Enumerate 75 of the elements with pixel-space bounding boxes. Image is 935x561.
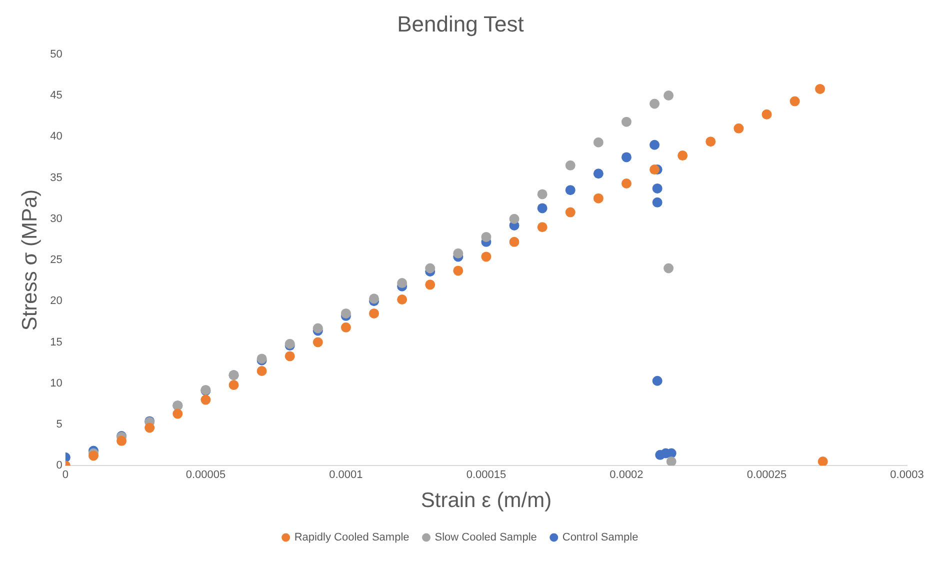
- point: [116, 436, 127, 446]
- point: [172, 408, 183, 419]
- point: [664, 90, 674, 101]
- point: [200, 394, 211, 405]
- point: [509, 236, 520, 247]
- point: [312, 337, 323, 348]
- y-axis-title: Stress σ (MPa): [18, 189, 42, 331]
- point: [453, 248, 464, 258]
- point: [312, 323, 323, 334]
- x-tick-label: 0.00005: [186, 469, 226, 482]
- point: [815, 84, 826, 94]
- point: [734, 123, 744, 134]
- point: [678, 150, 688, 161]
- point: [565, 160, 576, 170]
- point: [425, 280, 436, 290]
- point: [650, 98, 660, 109]
- point: [652, 197, 662, 208]
- y-tick-label: 10: [50, 377, 62, 390]
- point: [818, 456, 828, 466]
- point: [340, 322, 351, 332]
- x-tick-label: 0.0003: [890, 469, 924, 482]
- point: [706, 136, 716, 147]
- point: [593, 193, 604, 204]
- point: [652, 183, 662, 194]
- point: [664, 263, 674, 274]
- x-tick-label: 0.00025: [746, 469, 787, 482]
- point: [369, 294, 380, 304]
- x-tick-label: 0.00015: [466, 469, 506, 482]
- point: [621, 116, 632, 127]
- point: [284, 351, 295, 362]
- chart-title: Bending Test: [397, 11, 524, 36]
- legend-label: Rapidly Cooled Sample: [294, 532, 410, 544]
- point: [397, 278, 408, 288]
- point: [621, 178, 632, 189]
- point: [88, 450, 98, 461]
- point: [762, 109, 772, 120]
- y-tick-label: 35: [50, 172, 62, 184]
- point: [481, 232, 492, 242]
- legend-label: Control Sample: [562, 532, 638, 544]
- y-tick-label: 30: [50, 212, 62, 225]
- point: [790, 96, 800, 106]
- point: [397, 294, 408, 304]
- point: [593, 137, 604, 148]
- point: [565, 185, 576, 196]
- point: [228, 380, 239, 390]
- y-tick-label: 0: [56, 460, 62, 472]
- y-tick-label: 50: [50, 48, 62, 60]
- point: [537, 222, 548, 232]
- point: [537, 203, 548, 214]
- y-tick-label: 5: [56, 418, 62, 431]
- y-tick-label: 20: [50, 295, 62, 308]
- point: [650, 164, 660, 175]
- point: [509, 214, 520, 224]
- x-tick-label: 0.0001: [329, 469, 363, 482]
- y-tick-label: 25: [50, 254, 62, 266]
- point: [621, 152, 632, 162]
- point: [425, 263, 436, 274]
- x-tick-label: 0.0002: [610, 469, 644, 482]
- point: [256, 366, 267, 376]
- point: [481, 252, 492, 262]
- y-tick-label: 45: [50, 90, 62, 102]
- point: [593, 168, 604, 179]
- point: [650, 140, 660, 150]
- x-axis-title: Strain ε (m/m): [420, 489, 552, 512]
- point: [453, 266, 464, 276]
- y-tick-label: 40: [50, 130, 62, 143]
- point: [666, 456, 676, 466]
- y-tick-label: 15: [50, 336, 62, 348]
- point: [565, 207, 576, 218]
- point: [537, 189, 548, 200]
- point: [369, 308, 380, 318]
- point: [652, 376, 662, 386]
- legend-label: Slow Cooled Sample: [434, 532, 537, 544]
- point: [340, 308, 351, 318]
- point: [144, 422, 155, 433]
